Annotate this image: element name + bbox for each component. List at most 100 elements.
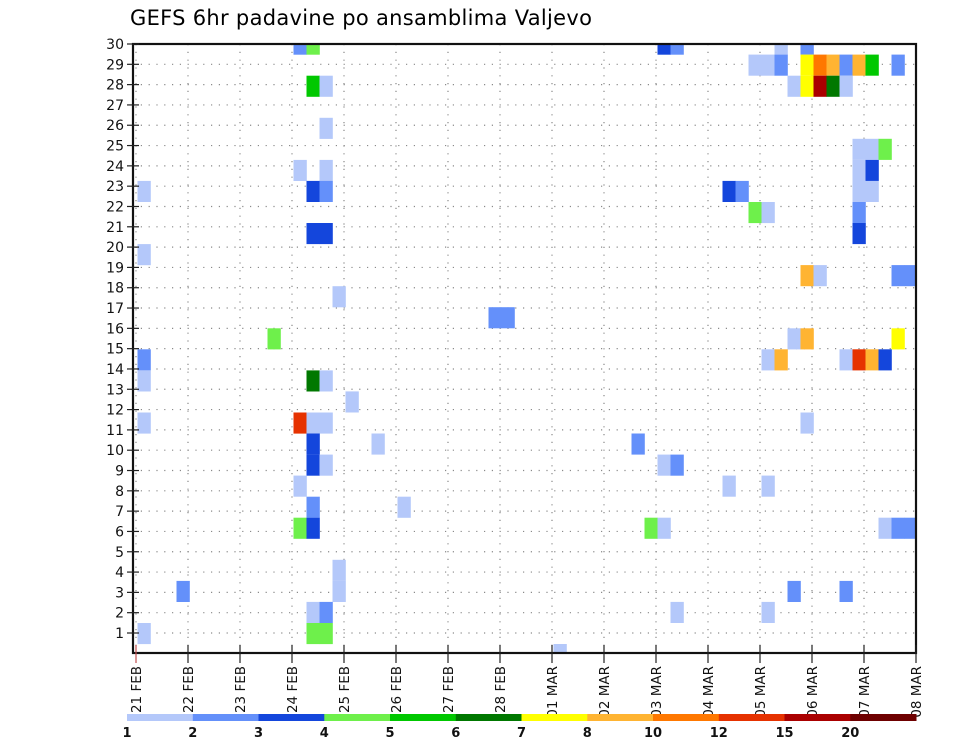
y-tick-label: 30 [106, 37, 124, 53]
heatmap-cell [813, 265, 827, 287]
colorbar-segment [653, 714, 720, 721]
y-tick-label: 29 [106, 57, 124, 73]
heatmap-cell [852, 349, 866, 371]
heatmap-cell [865, 138, 879, 160]
heatmap-cell [774, 44, 788, 55]
heatmap-cell [826, 54, 840, 76]
heatmap-cell [800, 75, 814, 97]
x-axis: 21 FEB 22 FEB 23 FEB 24 FEB 25 FEB 26 FEB 27 F… [129, 645, 925, 718]
colorbar-label: 8 [583, 726, 592, 741]
heatmap-cell [332, 286, 346, 308]
heatmap-cell [839, 75, 853, 97]
colorbar-label: 3 [254, 726, 263, 741]
heatmap-cell [319, 117, 333, 139]
heatmap-cell [267, 328, 281, 350]
heatmap-cell [839, 54, 853, 76]
heatmap-cell [319, 412, 333, 434]
y-tick-label: 9 [115, 464, 124, 480]
x-tick-label: 01 MAR [545, 666, 561, 718]
heatmap-cell [865, 349, 879, 371]
y-tick-label: 13 [106, 382, 124, 398]
heatmap-cell [306, 44, 320, 55]
heatmap-cell [306, 433, 320, 455]
heatmap-cell [735, 180, 749, 202]
heatmap-cell [761, 475, 775, 497]
colorbar-label: 10 [644, 726, 662, 741]
heatmap-cell [137, 349, 151, 371]
colorbar-label: 20 [841, 726, 859, 741]
heatmap-cell [800, 44, 814, 55]
heatmap-cell [657, 517, 671, 539]
colorbar-segment [587, 714, 654, 721]
heatmap-cell [891, 265, 905, 287]
x-tick-label: 21 FEB [129, 666, 145, 713]
heatmap-cell [761, 202, 775, 224]
heatmap-cell [306, 223, 320, 245]
y-tick-label: 18 [106, 281, 124, 297]
y-tick-label: 25 [106, 139, 124, 155]
colorbar-segment [192, 714, 259, 721]
colorbar-segment [521, 714, 588, 721]
heatmap-cell [865, 180, 879, 202]
y-axis: 1234567891011121314151617181920212223242… [106, 37, 139, 642]
heatmap-cells [137, 44, 916, 653]
heatmap-cell [137, 412, 151, 434]
heatmap-cell [787, 328, 801, 350]
heatmap-cell [800, 412, 814, 434]
heatmap-cell [839, 580, 853, 602]
heatmap-cell [306, 454, 320, 476]
heatmap-cell [319, 223, 333, 245]
x-tick-label: 07 MAR [857, 666, 873, 718]
y-tick-label: 26 [106, 118, 124, 134]
heatmap-cell [852, 138, 866, 160]
heatmap-cell [891, 517, 905, 539]
heatmap-cell [319, 601, 333, 623]
x-tick-label: 22 FEB [181, 666, 197, 713]
colorbar-label: 6 [451, 726, 460, 741]
heatmap-cell [631, 433, 645, 455]
colorbar-segment [850, 714, 917, 721]
y-tick-label: 12 [106, 403, 124, 419]
heatmap-cell [813, 75, 827, 97]
colorbar-segment [390, 714, 457, 721]
heatmap-cell [852, 223, 866, 245]
heatmap-cell [319, 180, 333, 202]
heatmap-cell [852, 54, 866, 76]
y-tick-label: 7 [115, 504, 124, 520]
heatmap-cell [774, 349, 788, 371]
x-tick-label: 26 FEB [389, 666, 405, 713]
colorbar-segment [127, 714, 194, 721]
heatmap-cell [748, 202, 762, 224]
heatmap-cell [293, 517, 307, 539]
heatmap-cell [306, 496, 320, 518]
heatmap-cell [670, 454, 684, 476]
colorbar-label: 7 [517, 726, 526, 741]
heatmap-cell [293, 475, 307, 497]
heatmap-cell [748, 54, 762, 76]
x-tick-label: 05 MAR [753, 666, 769, 718]
heatmap-cell [904, 517, 916, 539]
colorbar-label: 12 [710, 726, 728, 741]
colorbar-label: 4 [320, 726, 329, 741]
y-tick-label: 1 [115, 626, 124, 642]
heatmap-cell [800, 265, 814, 287]
heatmap-cell [306, 180, 320, 202]
y-tick-label: 6 [115, 524, 124, 540]
heatmap-cell [878, 349, 892, 371]
heatmap-cell [774, 54, 788, 76]
heatmap-cell [553, 644, 567, 653]
x-tick-label: 24 FEB [285, 666, 301, 713]
heatmap-cell [670, 601, 684, 623]
heatmap-cell [761, 349, 775, 371]
heatmap-cell [319, 370, 333, 392]
heatmap-cell [722, 180, 736, 202]
x-tick-label: 02 MAR [597, 666, 613, 718]
heatmap-cell [891, 328, 905, 350]
heatmap-cell [826, 75, 840, 97]
y-tick-label: 27 [106, 98, 124, 114]
heatmap-cell [306, 623, 320, 645]
heatmap-cell [800, 328, 814, 350]
heatmap-cell [813, 54, 827, 76]
heatmap-cell [137, 623, 151, 645]
